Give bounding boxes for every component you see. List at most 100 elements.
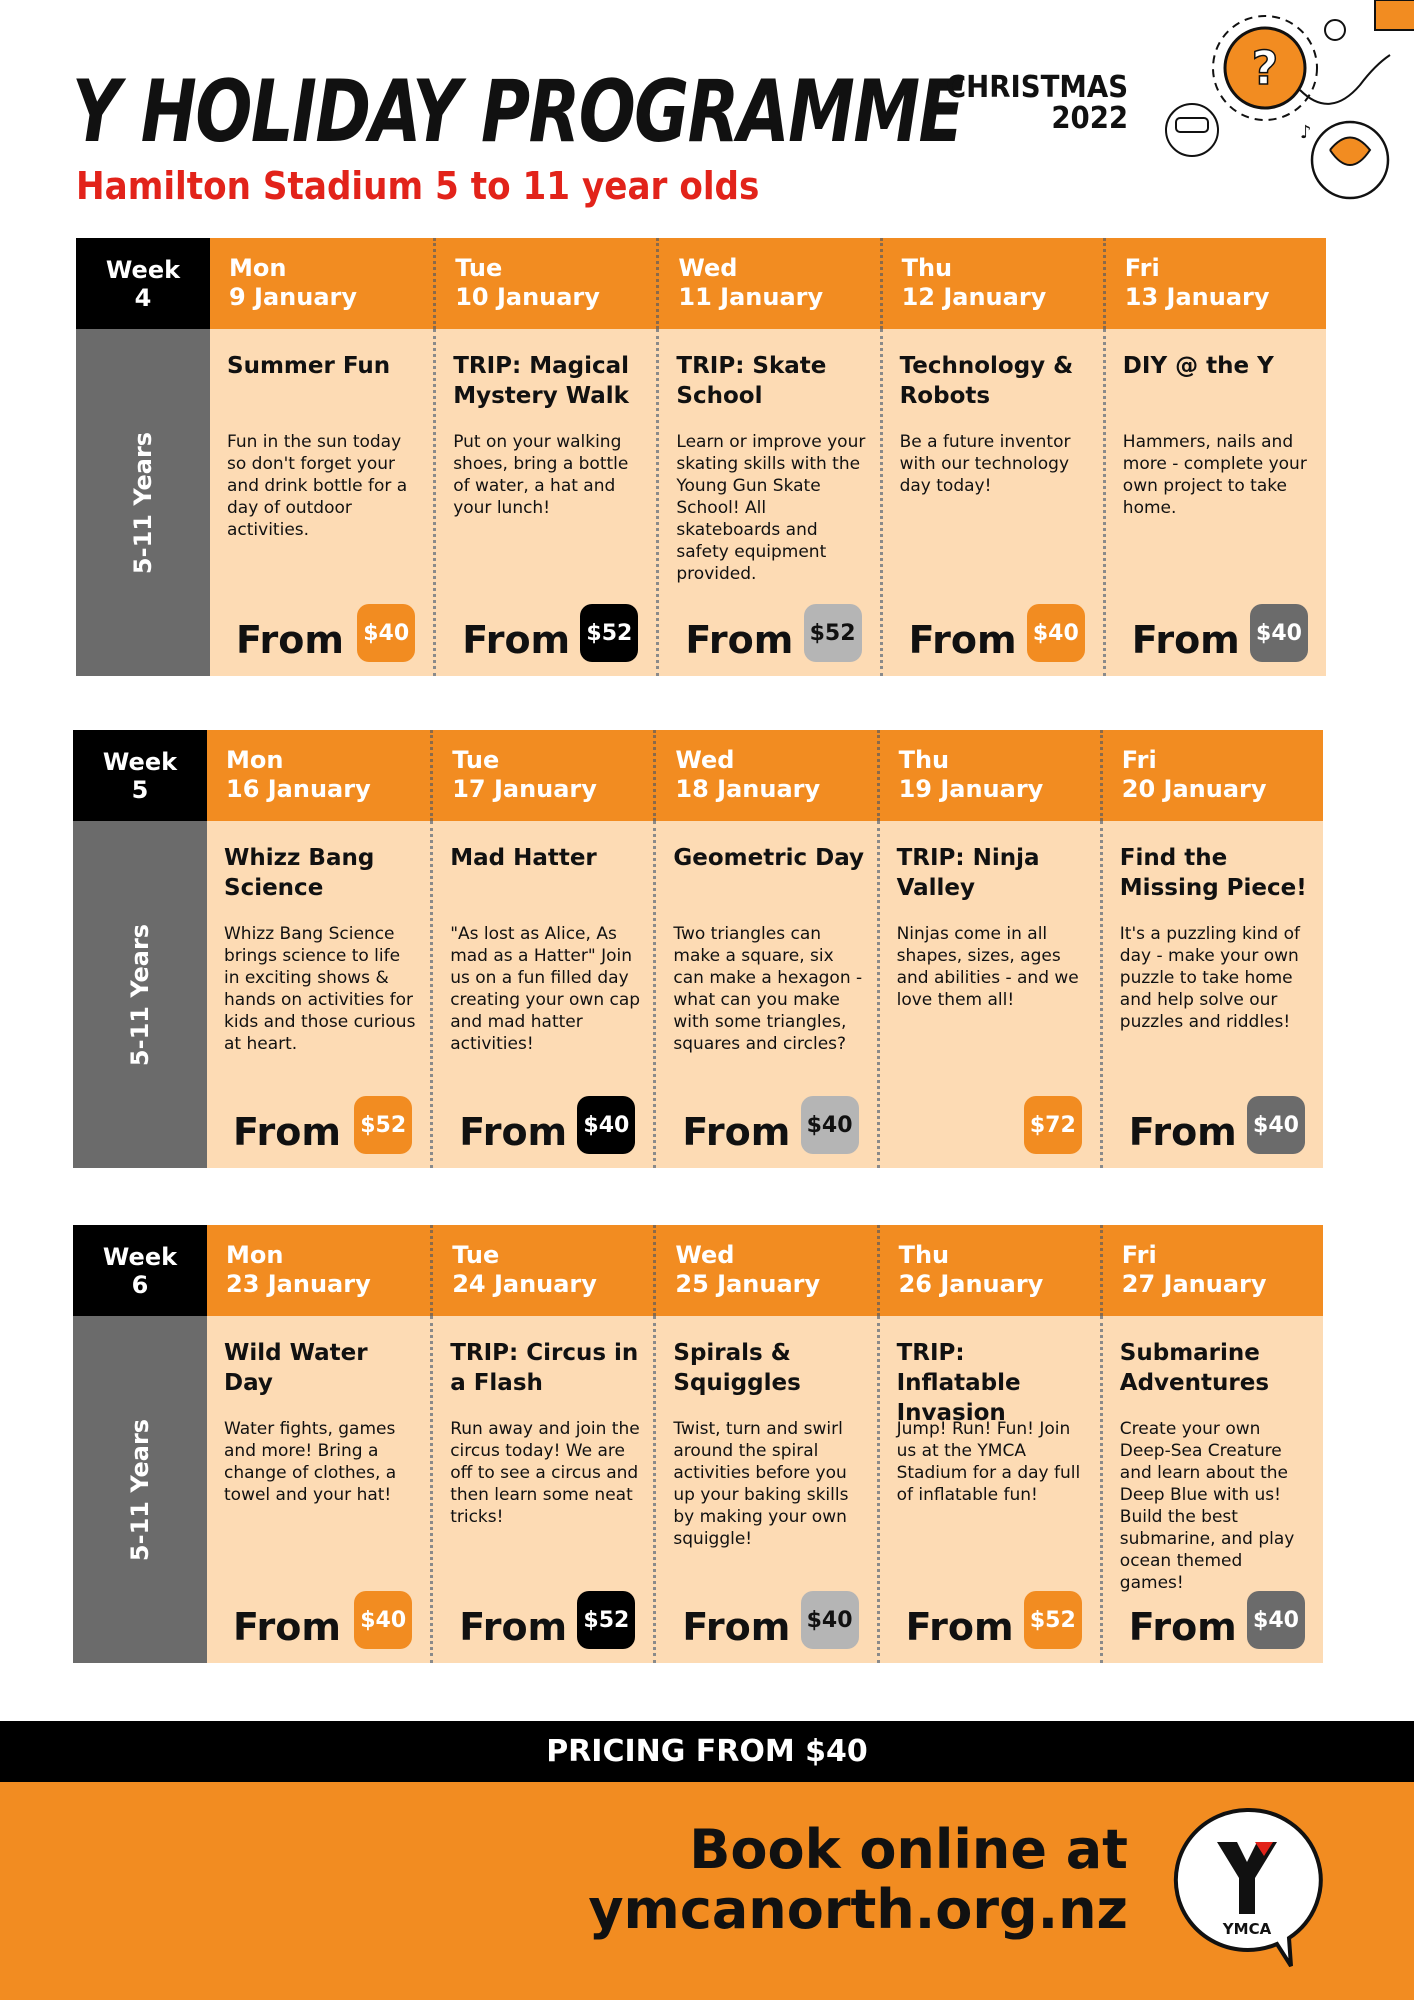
price-badge: $40: [577, 1096, 636, 1154]
day-name: Wed: [675, 1241, 735, 1269]
price-badge: $40: [800, 1591, 859, 1649]
day-date: 18 January: [675, 775, 821, 803]
svg-text:YMCA: YMCA: [1222, 1920, 1272, 1938]
price-badge: $40: [1246, 1096, 1305, 1154]
activity-title: TRIP: Magical Mystery Walk: [453, 353, 630, 409]
svg-text:?: ?: [1252, 41, 1279, 95]
page-title: Y HOLIDAY PROGRAMME: [72, 62, 964, 162]
day-date: 12 January: [901, 283, 1047, 311]
activity-title: Find the Missing Piece!: [1119, 845, 1307, 901]
activity-description: Ninjas come in all shapes, sizes, ages a…: [896, 924, 1079, 1010]
activity-description: Water fights, games and more! Bring a ch…: [224, 1419, 397, 1505]
price-badge: $40: [1026, 604, 1085, 662]
activity-title: Technology & Robots: [899, 353, 1074, 409]
day-name: Fri: [1121, 1241, 1157, 1269]
activity-cell: Technology & Robots Be a future inventor …: [879, 329, 1103, 676]
ymca-logo-icon: YMCA: [1173, 1807, 1323, 1968]
age-group-label: 5-11 Years: [129, 431, 157, 574]
booking-line: Book online at: [689, 1818, 1128, 1881]
activity-cell: TRIP: Magical Mystery Walk Put on your wa…: [433, 329, 657, 676]
activity-cell: Wild Water Day Water fights, games and mo…: [207, 1316, 431, 1663]
day-date: 9 January: [229, 283, 358, 311]
day-date: 13 January: [1124, 283, 1270, 311]
activity-title: Summer Fun: [227, 353, 391, 379]
activity-title: TRIP: Inflatable Invasion: [896, 1340, 1021, 1426]
age-group: 5-11 Years: [76, 329, 210, 676]
week-word: Week: [105, 255, 181, 284]
activity-title: Submarine Adventures: [1119, 1340, 1270, 1396]
price-badge: $40: [357, 604, 416, 662]
day-name: Mon: [226, 746, 284, 774]
day-name: Thu: [898, 1241, 950, 1269]
price-badge: $72: [1023, 1096, 1082, 1154]
day-header: Tue 10 January: [433, 238, 657, 329]
activity-cell: TRIP: Skate School Learn or improve your …: [656, 329, 880, 676]
from-label: From: [685, 618, 794, 662]
price-badge: $40: [800, 1096, 859, 1154]
season-label: CHRISTMAS 2022: [946, 72, 1128, 134]
price-badge: $52: [354, 1096, 413, 1154]
day-name: Thu: [901, 254, 953, 282]
activity-cell: TRIP: Ninja Valley Ninjas come in all sha…: [876, 821, 1100, 1168]
day-date: 24 January: [452, 1270, 597, 1298]
day-header: Mon 16 January: [207, 730, 431, 821]
week-schedule-4: Week 4 Mon 9 January Tue 10 January Wed 11 Janu…: [76, 238, 1326, 676]
activity-description: Jump! Run! Fun! Join us at the YMCA Stad…: [896, 1419, 1081, 1505]
activity-description: "As lost as Alice, As mad as a Hatter" J…: [450, 924, 641, 1054]
day-header: Tue 17 January: [430, 730, 654, 821]
day-name: Fri: [1121, 746, 1157, 774]
from-label: From: [682, 1605, 791, 1649]
from-label: From: [1128, 1110, 1237, 1154]
age-group-label: 5-11 Years: [126, 1418, 154, 1561]
page-subtitle: Hamilton Stadium 5 to 11 year olds: [76, 164, 760, 208]
activity-cell: Mad Hatter "As lost as Alice, As mad as a…: [430, 821, 654, 1168]
day-date: 27 January: [1121, 1270, 1267, 1298]
day-header: Fri 20 January: [1099, 730, 1323, 821]
doodle-illustration-icon: ? ♪: [1165, 0, 1414, 200]
price-badge: $52: [803, 604, 862, 662]
day-header: Fri 27 January: [1099, 1225, 1323, 1316]
activity-description: Run away and join the circus today! We a…: [450, 1419, 640, 1527]
activity-cell: Summer Fun Fun in the sun today so don't …: [210, 329, 434, 676]
pricing-banner: PRICING FROM $40: [0, 1721, 1414, 1782]
activity-title: Wild Water Day: [224, 1340, 368, 1396]
from-label: From: [462, 618, 571, 662]
day-name: Tue: [455, 254, 503, 282]
activity-cell: Whizz Bang Science Whizz Bang Science bri…: [207, 821, 431, 1168]
price-badge: $40: [354, 1591, 413, 1649]
booking-url-link[interactable]: ymcanorth.org.nz: [588, 1878, 1128, 1941]
age-group: 5-11 Years: [73, 821, 207, 1168]
week-number: 5: [131, 775, 149, 804]
activity-cell: TRIP: Inflatable Invasion Jump! Run! Fun!…: [876, 1316, 1100, 1663]
from-label: From: [1131, 618, 1240, 662]
activity-description: Put on your walking shoes, bring a bottl…: [453, 432, 629, 518]
week-number: 6: [131, 1270, 149, 1299]
activity-cell: Submarine Adventures Create your own Deep…: [1099, 1316, 1323, 1663]
activity-description: Learn or improve your skating skills wit…: [676, 432, 866, 584]
from-label: From: [459, 1110, 568, 1154]
day-name: Thu: [898, 746, 950, 774]
day-name: Mon: [229, 254, 287, 282]
season-name: CHRISTMAS: [945, 70, 1128, 105]
day-header: Mon 23 January: [207, 1225, 431, 1316]
from-label: From: [236, 618, 344, 662]
age-group: 5-11 Years: [73, 1316, 207, 1663]
week-word: Week: [102, 747, 178, 776]
activity-title: Whizz Bang Science: [224, 845, 375, 901]
day-header: Thu 19 January: [876, 730, 1100, 821]
week-schedule-6: Week 6 Mon 23 January Tue 24 January Wed 25 Jan…: [73, 1225, 1323, 1663]
week-label: Week 5: [73, 730, 207, 821]
activity-description: Hammers, nails and more - complete your …: [1122, 432, 1307, 518]
age-group-label: 5-11 Years: [126, 923, 154, 1066]
week-word: Week: [102, 1242, 178, 1271]
activity-title: Spirals & Squiggles: [673, 1340, 801, 1396]
day-header: Wed 25 January: [653, 1225, 877, 1316]
footer: Book online at ymcanorth.org.nz YMCA: [0, 1782, 1414, 2000]
booking-text: Book online at ymcanorth.org.nz: [588, 1820, 1128, 1940]
week-number: 4: [134, 283, 152, 312]
day-header: Wed 11 January: [656, 238, 880, 329]
activity-title: TRIP: Skate School: [676, 353, 827, 409]
activity-description: Create your own Deep-Sea Creature and le…: [1119, 1419, 1295, 1593]
from-label: From: [682, 1110, 791, 1154]
day-name: Wed: [675, 746, 735, 774]
